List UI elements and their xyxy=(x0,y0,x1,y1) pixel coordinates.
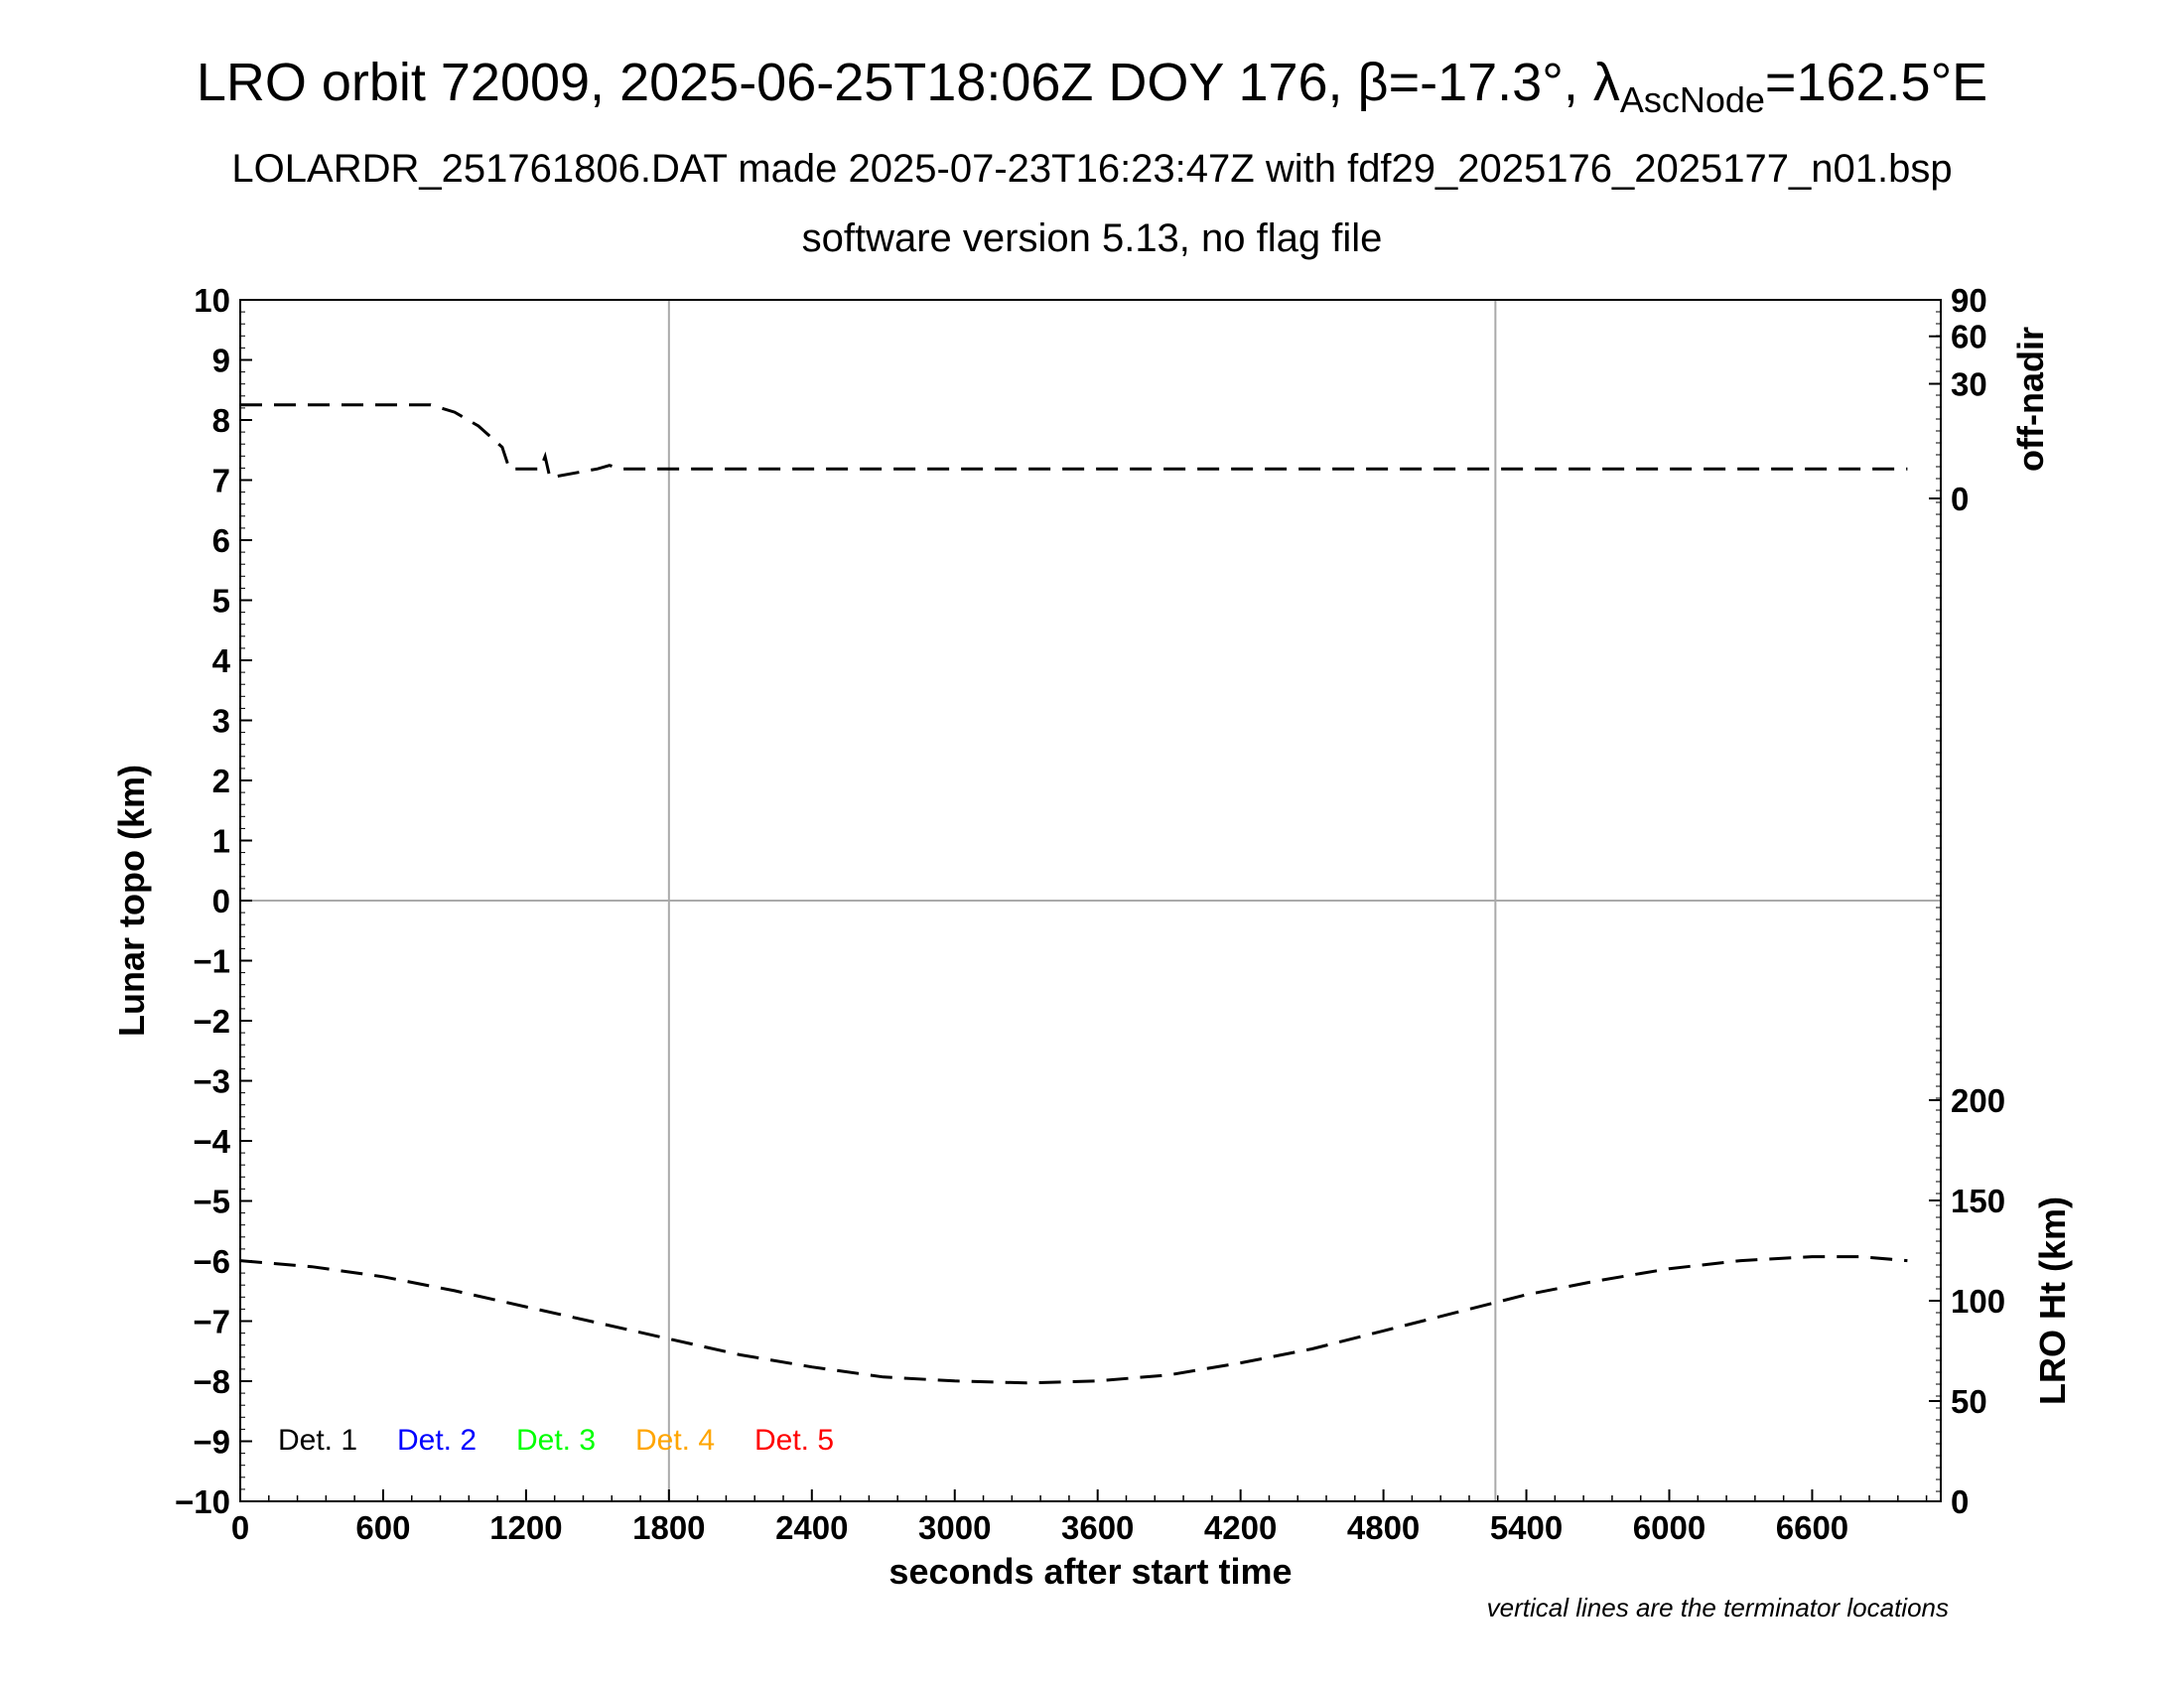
y-tick-label: 7 xyxy=(212,463,230,499)
plot-frame xyxy=(239,299,1942,1502)
ht-tick-label: 50 xyxy=(1951,1383,1987,1420)
y-tick-label: 2 xyxy=(212,763,230,799)
offnadir-tick-label: 0 xyxy=(1951,481,1969,517)
offnadir-tick-label: 60 xyxy=(1951,319,1987,355)
y-tick-label: −10 xyxy=(175,1483,230,1520)
y-tick-label: −2 xyxy=(193,1003,230,1040)
y-tick-label: −6 xyxy=(193,1243,230,1280)
x-tick-label: 600 xyxy=(355,1509,410,1546)
x-tick-label: 3000 xyxy=(918,1509,991,1546)
height-axis-title: LRO Ht (km) xyxy=(2032,1196,2073,1405)
legend-entry-det-3: Det. 3 xyxy=(516,1424,596,1457)
y-tick-label: 5 xyxy=(212,583,230,620)
chart-subtitle-version: software version 5.13, no flag file xyxy=(801,216,1383,260)
ht-tick-label: 100 xyxy=(1951,1283,2005,1320)
y-tick-label: 4 xyxy=(212,642,231,679)
y-tick-label: −7 xyxy=(193,1304,230,1340)
x-tick-label: 1800 xyxy=(632,1509,705,1546)
offnadir-axis-title: off-nadir xyxy=(2010,327,2051,472)
chart-title: LRO orbit 72009, 2025-06-25T18:06Z DOY 1… xyxy=(0,52,2184,121)
y-tick-label: −4 xyxy=(193,1123,230,1160)
grid-layer xyxy=(240,300,1941,1501)
y-tick-label: 1 xyxy=(212,823,230,860)
legend-entry-det-2: Det. 2 xyxy=(397,1424,477,1457)
series-offnadir-line xyxy=(240,403,1908,480)
y-tick-label: 8 xyxy=(212,402,230,439)
y-tick-label: 6 xyxy=(212,522,230,559)
y-tick-label: −3 xyxy=(193,1063,230,1100)
legend-entry-det-5: Det. 5 xyxy=(754,1424,834,1457)
x-tick-label: 4800 xyxy=(1347,1509,1420,1546)
y-tick-label: 3 xyxy=(212,703,230,740)
y-tick-label: 9 xyxy=(212,343,230,379)
y-tick-label: −5 xyxy=(193,1184,230,1220)
offnadir-tick-label: 30 xyxy=(1951,366,1987,403)
x-tick-label: 6000 xyxy=(1633,1509,1706,1546)
terminator-note: vertical lines are the terminator locati… xyxy=(1487,1593,1949,1622)
series-layer xyxy=(239,403,1908,1385)
x-tick-label: 4200 xyxy=(1204,1509,1277,1546)
series-lro-height-line xyxy=(239,1255,1908,1385)
x-tick-label: 5400 xyxy=(1490,1509,1563,1546)
y-axis-title: Lunar topo (km) xyxy=(111,765,152,1037)
x-tick-label: 2400 xyxy=(775,1509,848,1546)
chart-subtitle-file: LOLARDR_251761806.DAT made 2025-07-23T16… xyxy=(231,147,1953,191)
y-tick-label: 0 xyxy=(212,883,230,919)
y-tick-label: −1 xyxy=(193,943,230,980)
y-tick-label: −9 xyxy=(193,1424,230,1461)
title-end: =162.5°E xyxy=(1764,53,1988,112)
x-tick-label: 0 xyxy=(231,1509,249,1546)
x-tick-label: 3600 xyxy=(1061,1509,1134,1546)
ht-tick-label: 0 xyxy=(1951,1483,1969,1520)
legend-entry-det-1: Det. 1 xyxy=(278,1424,357,1457)
x-axis-title: seconds after start time xyxy=(888,1551,1292,1592)
title-main: LRO orbit 72009, 2025-06-25T18:06Z DOY 1… xyxy=(196,53,1620,112)
title-subscript: AscNode xyxy=(1619,78,1765,120)
y-tick-label: 10 xyxy=(194,282,230,319)
ht-tick-label: 150 xyxy=(1951,1183,2005,1219)
ht-tick-label: 200 xyxy=(1951,1082,2005,1119)
y-tick-label: −8 xyxy=(193,1363,230,1400)
offnadir-tick-label: 90 xyxy=(1951,282,1987,319)
legend-entry-det-4: Det. 4 xyxy=(635,1424,715,1457)
x-tick-label: 1200 xyxy=(489,1509,562,1546)
label-layer: 0 600 1200 1800 2400 3000 3600 4200 4800 5400 6000… xyxy=(111,282,2073,1622)
x-tick-label: 6600 xyxy=(1776,1509,1848,1546)
